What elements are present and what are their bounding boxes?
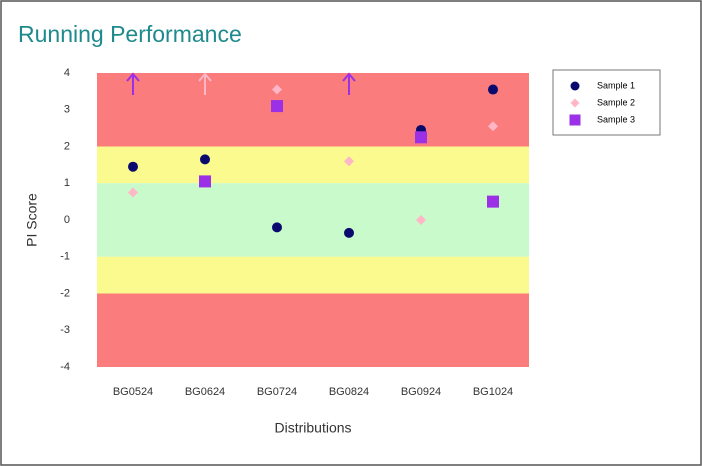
data-point: [416, 215, 426, 225]
legend-marker: [570, 81, 580, 91]
y-tick-label: -1: [60, 251, 70, 263]
legend-marker: [569, 114, 581, 126]
zone-band: [97, 146, 529, 184]
y-tick-label: 4: [64, 67, 70, 79]
off-scale-arrow: [198, 72, 212, 95]
data-point: [128, 161, 138, 172]
x-tick-label: BG0824: [329, 386, 369, 398]
zone-band: [97, 183, 529, 257]
x-tick-label: BG0924: [401, 386, 441, 398]
x-axis-title: Distributions: [274, 420, 351, 436]
zone-band: [97, 73, 529, 147]
data-point: [488, 121, 498, 132]
data-point: [272, 222, 282, 233]
y-tick-label: -4: [60, 361, 70, 373]
data-point: [487, 195, 499, 208]
y-tick-label: -2: [60, 287, 70, 299]
y-tick-label: 3: [64, 104, 70, 116]
x-tick-label: BG1024: [473, 386, 513, 398]
zone-band: [97, 293, 529, 367]
y-tick-label: 2: [64, 140, 70, 152]
data-point: [128, 187, 138, 198]
data-point: [272, 84, 282, 95]
x-tick-label: BG0524: [113, 386, 153, 398]
data-point: [271, 100, 283, 113]
legend-text: Sample 3: [597, 114, 635, 124]
x-tick-label: BG0624: [185, 386, 225, 398]
data-point: [415, 131, 427, 144]
y-tick-label: 1: [64, 177, 70, 189]
data-point: [488, 84, 498, 95]
legend-marker: [570, 98, 580, 108]
zone-band: [97, 256, 529, 294]
y-tick-label: -3: [60, 324, 70, 336]
x-tick-label: BG0724: [257, 386, 297, 398]
off-scale-arrow: [342, 72, 356, 95]
y-tick-label: 0: [64, 214, 70, 226]
data-point: [344, 156, 354, 167]
legend-text: Sample 1: [597, 80, 635, 90]
data-point: [200, 154, 210, 165]
chart-title: Running Performance: [18, 21, 242, 47]
legend-text: Sample 2: [597, 97, 635, 107]
off-scale-arrow: [126, 72, 140, 95]
data-point: [344, 227, 354, 238]
data-point: [199, 175, 211, 188]
y-axis-title: PI Score: [24, 193, 40, 247]
